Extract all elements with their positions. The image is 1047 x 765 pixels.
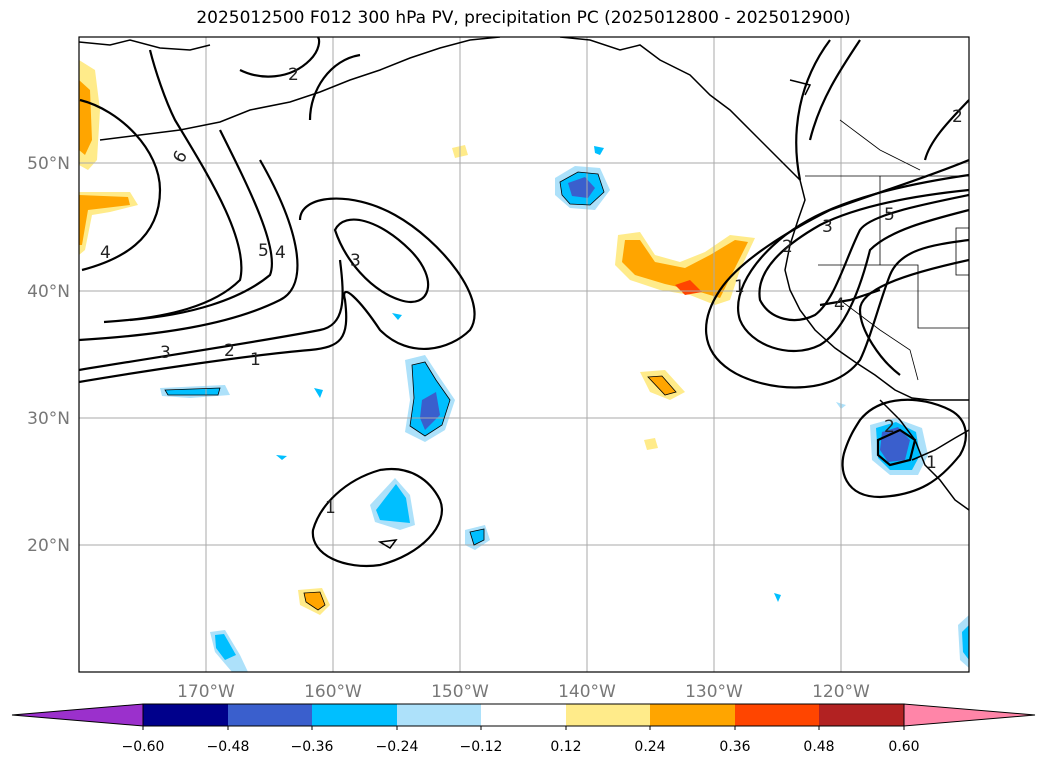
precip-negative-area [215,634,236,660]
lon-label: 160°W [304,682,362,702]
precip-negative-area [276,455,287,460]
lat-label: 40°N [27,282,70,302]
contour-label: 4 [834,295,845,315]
lat-label: 20°N [27,536,70,556]
precip-negative-area [392,313,402,320]
contour-label: 2 [884,417,895,437]
precip-shading [79,60,969,672]
map-panel: 2 6 5 4 3 4 3 2 1 1 1 2 3 5 4 2 1 2 [79,37,969,672]
precip-negative-area [962,625,969,660]
contour-label: 5 [884,205,895,225]
contour-label: 2 [782,237,793,257]
contour-label: 1 [734,277,745,297]
colorbar-tick-label: 0.60 [888,739,919,755]
contour-label: 4 [275,243,286,263]
contour-label: 3 [350,251,361,271]
map-frame [78,36,970,673]
pv-contours-thin [164,171,677,611]
lon-labels: 170°W 160°W 150°W 140°W 130°W 120°W [177,682,870,702]
contour-label: 1 [250,350,261,370]
precip-positive-area [304,592,325,610]
contour-label: 2 [224,341,235,361]
contour-label: 1 [926,453,937,473]
graticule [79,37,969,672]
precip-positive-area [79,195,130,245]
colorbar-segment [566,704,650,726]
lon-label: 150°W [431,682,489,702]
colorbar-segment [481,704,566,726]
contour-label: 2 [288,65,299,85]
contour-label: 3 [822,217,833,237]
colorbar-segment [650,704,735,726]
precip-positive-area [648,376,676,395]
colorbar-tick-label: 0.24 [634,739,665,755]
precip-negative-area [314,388,323,398]
colorbar-over-arrow [903,703,1036,727]
colorbar-tick-label: −0.48 [207,739,250,755]
lon-label: 130°W [685,682,743,702]
contour-label: 3 [160,343,171,363]
colorbar-segment [312,704,397,726]
lon-label: 170°W [177,682,235,702]
colorbar-segment [735,704,819,726]
colorbar-tick-label: −0.12 [460,739,503,755]
lon-label: 120°W [812,682,870,702]
precip-negative-area [568,177,595,198]
colorbar: −0.60 −0.48 −0.36 −0.24 −0.12 0.12 0.24 … [11,703,1036,755]
precip-positive-area [622,240,748,298]
precip-positive-area [79,80,92,155]
lon-label: 140°W [558,682,616,702]
precip-negative-area [774,593,781,602]
colorbar-segment [143,704,228,726]
precip-negative-area [376,484,410,523]
colorbar-tick-label: −0.24 [376,739,419,755]
lat-labels: 50°N 40°N 30°N 20°N [27,154,70,556]
precip-negative-area [470,529,484,545]
colorbar-tick-label: 0.48 [803,739,834,755]
colorbar-tick-label: 0.36 [719,739,750,755]
contour-label: 2 [952,107,963,127]
colorbar-tick-label: 0.12 [550,739,581,755]
lat-label: 30°N [27,409,70,429]
colorbar-tick-label: −0.60 [122,739,165,755]
colorbar-segment [819,704,904,726]
contour-label: 5 [258,241,269,261]
precip-negative-area [594,146,604,155]
colorbar-segment [397,704,481,726]
colorbar-under-arrow [11,703,144,727]
borders [805,119,969,381]
precip-negative-area [420,392,440,430]
map-title: 2025012500 F012 300 hPa PV, precipitatio… [196,8,851,28]
pv-contours [79,37,969,568]
contour-label: 1 [325,498,336,518]
contour-label: 4 [100,243,111,263]
colorbar-segment [228,704,312,726]
precip-positive-area [644,438,658,450]
colorbar-tick-label: −0.36 [291,739,334,755]
lat-label: 50°N [27,154,70,174]
